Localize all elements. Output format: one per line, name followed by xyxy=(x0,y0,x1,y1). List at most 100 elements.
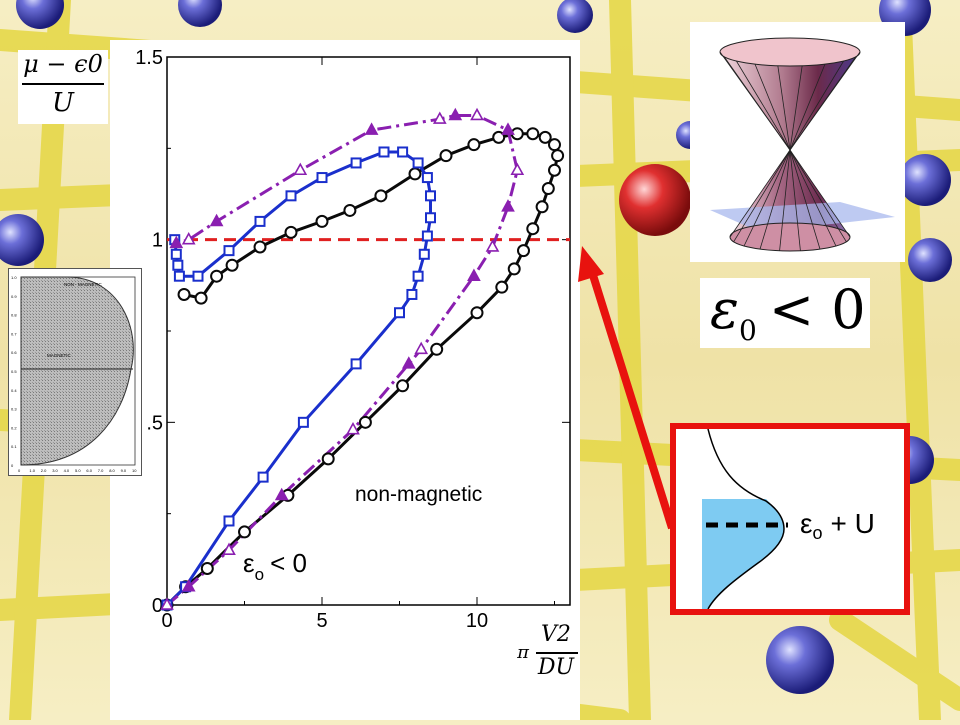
inset-xtick-label: 8.0 xyxy=(109,468,115,473)
data-point-square xyxy=(223,515,235,527)
label-non-magnetic: non-magnetic xyxy=(355,483,482,506)
data-point-triangle xyxy=(364,122,379,135)
inset-xtick-label: 4.0 xyxy=(64,468,70,473)
data-point-triangle xyxy=(346,421,360,435)
inset-xtick-label: 3.0 xyxy=(52,468,58,473)
data-point-triangle xyxy=(181,232,196,245)
data-point-triangle xyxy=(501,122,515,135)
svg-text:ε0< 0: ε0 < 0 xyxy=(710,278,866,347)
data-point-square xyxy=(418,248,430,260)
cone-rib xyxy=(789,149,821,250)
data-point-square xyxy=(223,245,235,257)
data-point-circle xyxy=(467,138,481,152)
data-point-square xyxy=(412,270,424,282)
data-point-square xyxy=(297,416,309,428)
data-point-triangle xyxy=(222,542,236,556)
inset-ytick-label: 0.2 xyxy=(11,425,17,430)
inset-label-mid: MAGNETIC xyxy=(47,353,72,358)
inset-xtick-label: 5.0 xyxy=(75,468,81,473)
cone-rib xyxy=(733,149,791,242)
series-line-triangle xyxy=(166,114,519,607)
data-point-square xyxy=(192,270,204,282)
data-point-triangle xyxy=(401,356,416,369)
inset-ytick-label: 0.5 xyxy=(11,369,17,374)
data-point-circle xyxy=(548,138,561,152)
fraction-bar xyxy=(22,83,104,85)
data-point-square xyxy=(172,259,184,271)
data-point-square xyxy=(397,146,409,158)
data-point-triangle xyxy=(169,235,184,249)
data-point-square xyxy=(412,157,424,169)
fraction-bar xyxy=(536,652,578,654)
inset-label-top: NON - MAGNETIC xyxy=(64,282,102,287)
y-axis-denominator: U xyxy=(52,88,74,118)
data-point-square xyxy=(406,288,418,300)
data-point-square xyxy=(421,172,433,184)
data-point-circle xyxy=(541,182,555,196)
data-point-square xyxy=(173,270,185,282)
inset-xtick-label: 6.0 xyxy=(86,468,92,473)
inset-ytick-label: 0.7 xyxy=(11,331,17,336)
y-axis-numerator: μ − ϵ0 xyxy=(23,50,103,78)
data-point-square xyxy=(285,190,297,202)
data-point-circle xyxy=(194,291,208,305)
data-point-square xyxy=(316,172,328,184)
inset-ytick-label: 0.3 xyxy=(11,407,17,412)
inset-ytick-label: 0.6 xyxy=(11,350,17,355)
data-point-triangle xyxy=(485,239,500,252)
cone-rib xyxy=(789,56,857,151)
data-point-circle xyxy=(358,415,372,429)
inset-ytick-label: 1.0 xyxy=(11,275,17,280)
data-point-triangle xyxy=(510,162,525,176)
data-point-circle xyxy=(177,287,191,301)
x-axis-numerator: V2 xyxy=(541,622,571,647)
data-point-circle xyxy=(535,200,549,214)
y-axis-label: μ − ϵ0 U xyxy=(18,50,108,124)
data-point-triangle xyxy=(160,597,174,610)
x-tick-label: 0 xyxy=(161,610,172,632)
data-point-square xyxy=(257,471,269,483)
data-point-triangle xyxy=(432,111,447,124)
data-point-triangle xyxy=(470,107,484,121)
upper-cone xyxy=(720,52,860,150)
data-point-circle xyxy=(225,258,239,272)
density-of-states-box: εo + U xyxy=(670,423,910,615)
cone-rib xyxy=(729,149,791,238)
data-point-square xyxy=(254,215,266,227)
inset-phase-diagram: NON - MAGNETIC MAGNETIC 1.0 0.9 0.8 0.7 0.6 0… xyxy=(8,268,142,476)
data-point-circle xyxy=(526,222,540,236)
inset-ytick-label: 0.9 xyxy=(11,294,17,299)
cone-rib xyxy=(789,65,803,151)
chart-axes: 0 5 10 0 .5 1 1.5 xyxy=(135,47,571,632)
y-tick-label: 1 xyxy=(152,230,163,252)
inset-ytick-label: 0.8 xyxy=(11,313,17,318)
data-point-square xyxy=(425,190,436,202)
data-point-circle xyxy=(495,280,509,294)
chart-svg: 0 5 10 0 .5 1 1.5 non-magnetic εo < 0 xyxy=(135,47,571,632)
data-point-circle xyxy=(253,240,267,254)
inset-xtick-label: 2.0 xyxy=(41,468,47,473)
cone-rib xyxy=(789,149,847,242)
inset-ytick-label: 0.1 xyxy=(11,444,17,449)
cone-caption: ε0 < 0 xyxy=(700,278,870,348)
cone-rib xyxy=(789,149,801,251)
data-point-circle xyxy=(200,561,214,575)
data-point-circle xyxy=(548,163,561,177)
x-axis-label: π V2 DU xyxy=(516,622,580,686)
inset-xtick-label: 7.0 xyxy=(98,468,104,473)
x-tick-label: 5 xyxy=(316,610,327,632)
data-point-circle xyxy=(374,189,388,203)
cone-rib xyxy=(754,63,791,151)
y-tick-label: 0 xyxy=(152,595,163,617)
inset-ticks: 1.0 0.9 0.8 0.7 0.6 0.5 0.4 0.3 0.2 0.1 00 1.0 2.0 3.… xyxy=(11,275,137,473)
inset-ytick-label: 0.4 xyxy=(11,388,17,393)
inset-xtick-label: 0 xyxy=(18,468,21,473)
cone-rib xyxy=(743,149,791,247)
data-point-square xyxy=(425,212,436,224)
inset-xtick-label: 1.0 xyxy=(29,468,35,473)
data-point-triangle xyxy=(181,579,196,592)
data-point-triangle xyxy=(274,487,289,501)
data-point-circle xyxy=(396,379,410,393)
cone-rib xyxy=(719,51,791,151)
